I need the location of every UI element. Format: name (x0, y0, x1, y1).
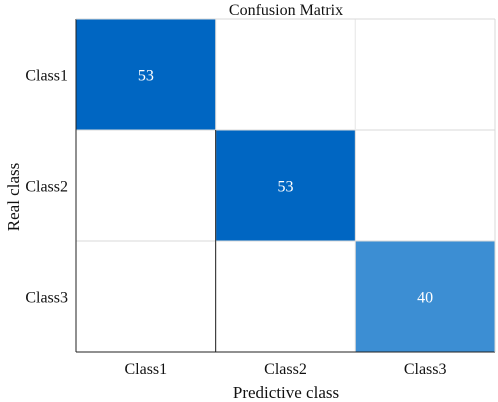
matrix-cell-r2-c3 (355, 130, 495, 241)
cell-value-r3-c3: 40 (417, 290, 433, 307)
matrix-cell-r1-c2 (215, 19, 356, 130)
matrix-cell-r2-c2 (215, 130, 356, 241)
x-tick-label: Class2 (264, 361, 307, 378)
chart-title: Confusion Matrix (229, 2, 343, 19)
y-axis-label: Real class (4, 163, 23, 231)
matrix-cell-r1-c1 (76, 19, 216, 130)
matrix-cell-r3-c3 (355, 241, 495, 352)
matrix-cell-r2-c1 (76, 130, 216, 241)
matrix-cell-r3-c2 (215, 241, 356, 352)
matrix-cell-r1-c3 (355, 19, 495, 130)
matrix-cells: 53 53 40 (76, 19, 495, 352)
y-tick-label: Class1 (25, 68, 68, 85)
cell-value-r1-c1: 53 (138, 68, 154, 85)
x-axis-label: Predictive class (233, 383, 339, 402)
axis-ticks: Class1 Class2 Class3 Class1 Class2 Class3 (25, 68, 446, 379)
x-tick-label: Class1 (124, 361, 167, 378)
x-tick-label: Class3 (404, 361, 447, 378)
cell-value-r2-c2: 53 (278, 179, 294, 196)
matrix-grid (75, 18, 496, 353)
matrix-cell-r3-c1 (76, 241, 216, 352)
y-tick-label: Class3 (25, 290, 68, 307)
y-tick-label: Class2 (25, 179, 68, 196)
